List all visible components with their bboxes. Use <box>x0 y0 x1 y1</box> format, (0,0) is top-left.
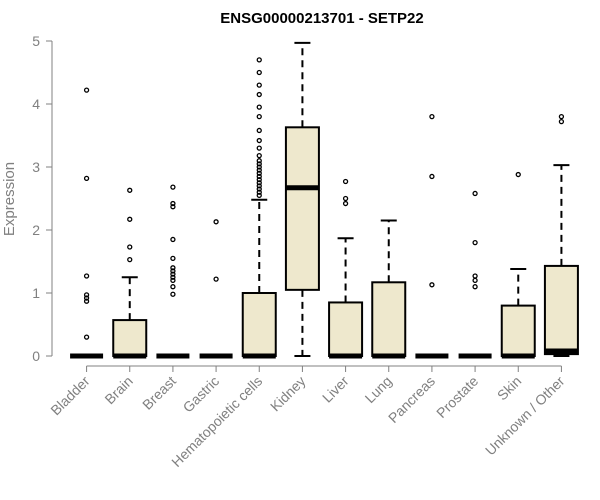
box-liver <box>328 301 364 358</box>
outlier-point-hematopoietic-cells <box>256 167 262 173</box>
x-tick-label-lung: Lung <box>362 373 395 406</box>
outlier-point-hematopoietic-cells <box>256 57 262 63</box>
y-tick-label: 3 <box>32 159 40 175</box>
outlier-point-hematopoietic-cells <box>256 69 262 76</box>
x-tick-label-breast: Breast <box>139 373 179 413</box>
box-hematopoietic-cells <box>241 292 277 357</box>
outlier-point-bladder <box>83 334 90 340</box>
x-tick-label-skin: Skin <box>494 373 525 404</box>
outlier-point-prostate <box>472 273 478 279</box>
outlier-point-hematopoietic-cells <box>256 192 262 199</box>
y-tick-label: 1 <box>32 285 40 301</box>
x-tick-label-kidney: Kidney <box>267 373 309 415</box>
outlier-point-bladder <box>83 87 90 93</box>
outlier-point-brain <box>127 216 133 222</box>
outlier-point-gastric <box>213 219 219 225</box>
outlier-point-brain <box>127 256 133 263</box>
outlier-point-breast <box>170 277 176 284</box>
outlier-point-bladder <box>83 273 90 279</box>
outlier-point-hematopoietic-cells <box>256 91 262 98</box>
outlier-point-skin <box>515 171 521 178</box>
outlier-point-bladder <box>83 298 90 304</box>
outlier-point-hematopoietic-cells <box>256 153 262 159</box>
box-skin <box>500 304 536 358</box>
outlier-point-liver <box>342 195 349 202</box>
outlier-point-hematopoietic-cells <box>256 161 262 167</box>
outlier-point-hematopoietic-cells <box>256 158 262 164</box>
outlier-point-prostate <box>472 239 478 246</box>
outlier-point-prostate <box>472 277 478 284</box>
outlier-point-breast <box>170 200 176 207</box>
outlier-point-hematopoietic-cells <box>256 82 262 88</box>
box-unknown-other <box>543 264 579 356</box>
x-tick-label-pancreas: Pancreas <box>385 373 438 426</box>
x-tick-label-prostate: Prostate <box>433 373 481 421</box>
outlier-point-hematopoietic-cells <box>256 176 262 183</box>
outlier-point-breast <box>170 274 176 280</box>
y-tick-label: 5 <box>32 33 40 49</box>
x-tick-label-gastric: Gastric <box>180 373 223 416</box>
outlier-point-prostate <box>472 284 478 290</box>
outlier-point-breast <box>170 236 176 243</box>
x-tick-label-unknown-other: Unknown / Other <box>482 373 568 459</box>
outlier-point-breast <box>170 271 176 277</box>
outlier-point-liver <box>342 178 349 185</box>
outlier-point-hematopoietic-cells <box>256 170 262 176</box>
outlier-point-breast <box>170 284 176 290</box>
outlier-point-unknown-other <box>558 113 565 120</box>
outlier-point-prostate <box>472 190 478 197</box>
outlier-point-bladder <box>83 295 90 301</box>
outlier-point-pancreas <box>429 282 435 288</box>
x-tick-label-liver: Liver <box>319 373 352 406</box>
outlier-point-liver <box>342 200 349 207</box>
outlier-point-gastric <box>213 276 219 282</box>
outlier-point-pancreas <box>429 173 435 180</box>
outlier-point-hematopoietic-cells <box>256 183 262 189</box>
outlier-point-breast <box>170 255 176 262</box>
outlier-point-hematopoietic-cells <box>256 113 262 120</box>
chart-title: ENSG00000213701 - SETP22 <box>220 10 423 27</box>
box-brain <box>112 319 148 357</box>
outlier-point-breast <box>170 291 176 297</box>
outlier-point-hematopoietic-cells <box>256 164 262 170</box>
x-tick-label-bladder: Bladder <box>47 373 93 419</box>
outlier-point-bladder <box>83 175 90 181</box>
outlier-point-breast <box>170 265 176 271</box>
box-kidney <box>284 126 320 291</box>
outlier-point-hematopoietic-cells <box>256 137 262 144</box>
outlier-point-brain <box>127 244 133 250</box>
x-tick-label-brain: Brain <box>101 373 135 407</box>
outlier-point-pancreas <box>429 113 435 120</box>
outlier-point-breast <box>170 204 176 210</box>
outlier-point-hematopoietic-cells <box>256 127 262 134</box>
outlier-point-hematopoietic-cells <box>256 173 262 180</box>
outlier-point-hematopoietic-cells <box>256 186 262 192</box>
outlier-point-hematopoietic-cells <box>256 180 262 186</box>
outlier-point-unknown-other <box>558 118 565 125</box>
box-lung <box>371 281 407 358</box>
outlier-point-hematopoietic-cells <box>256 104 262 110</box>
y-tick-label: 2 <box>32 222 40 238</box>
y-tick-label: 4 <box>32 96 40 112</box>
outlier-point-brain <box>127 187 133 193</box>
y-tick-label: 0 <box>32 348 40 364</box>
outlier-point-breast <box>170 268 176 274</box>
outlier-point-hematopoietic-cells <box>256 189 262 195</box>
y-axis-label: Expression <box>1 162 18 236</box>
outlier-point-breast <box>170 184 176 190</box>
outlier-point-bladder <box>83 292 90 298</box>
outlier-point-hematopoietic-cells <box>256 145 262 151</box>
